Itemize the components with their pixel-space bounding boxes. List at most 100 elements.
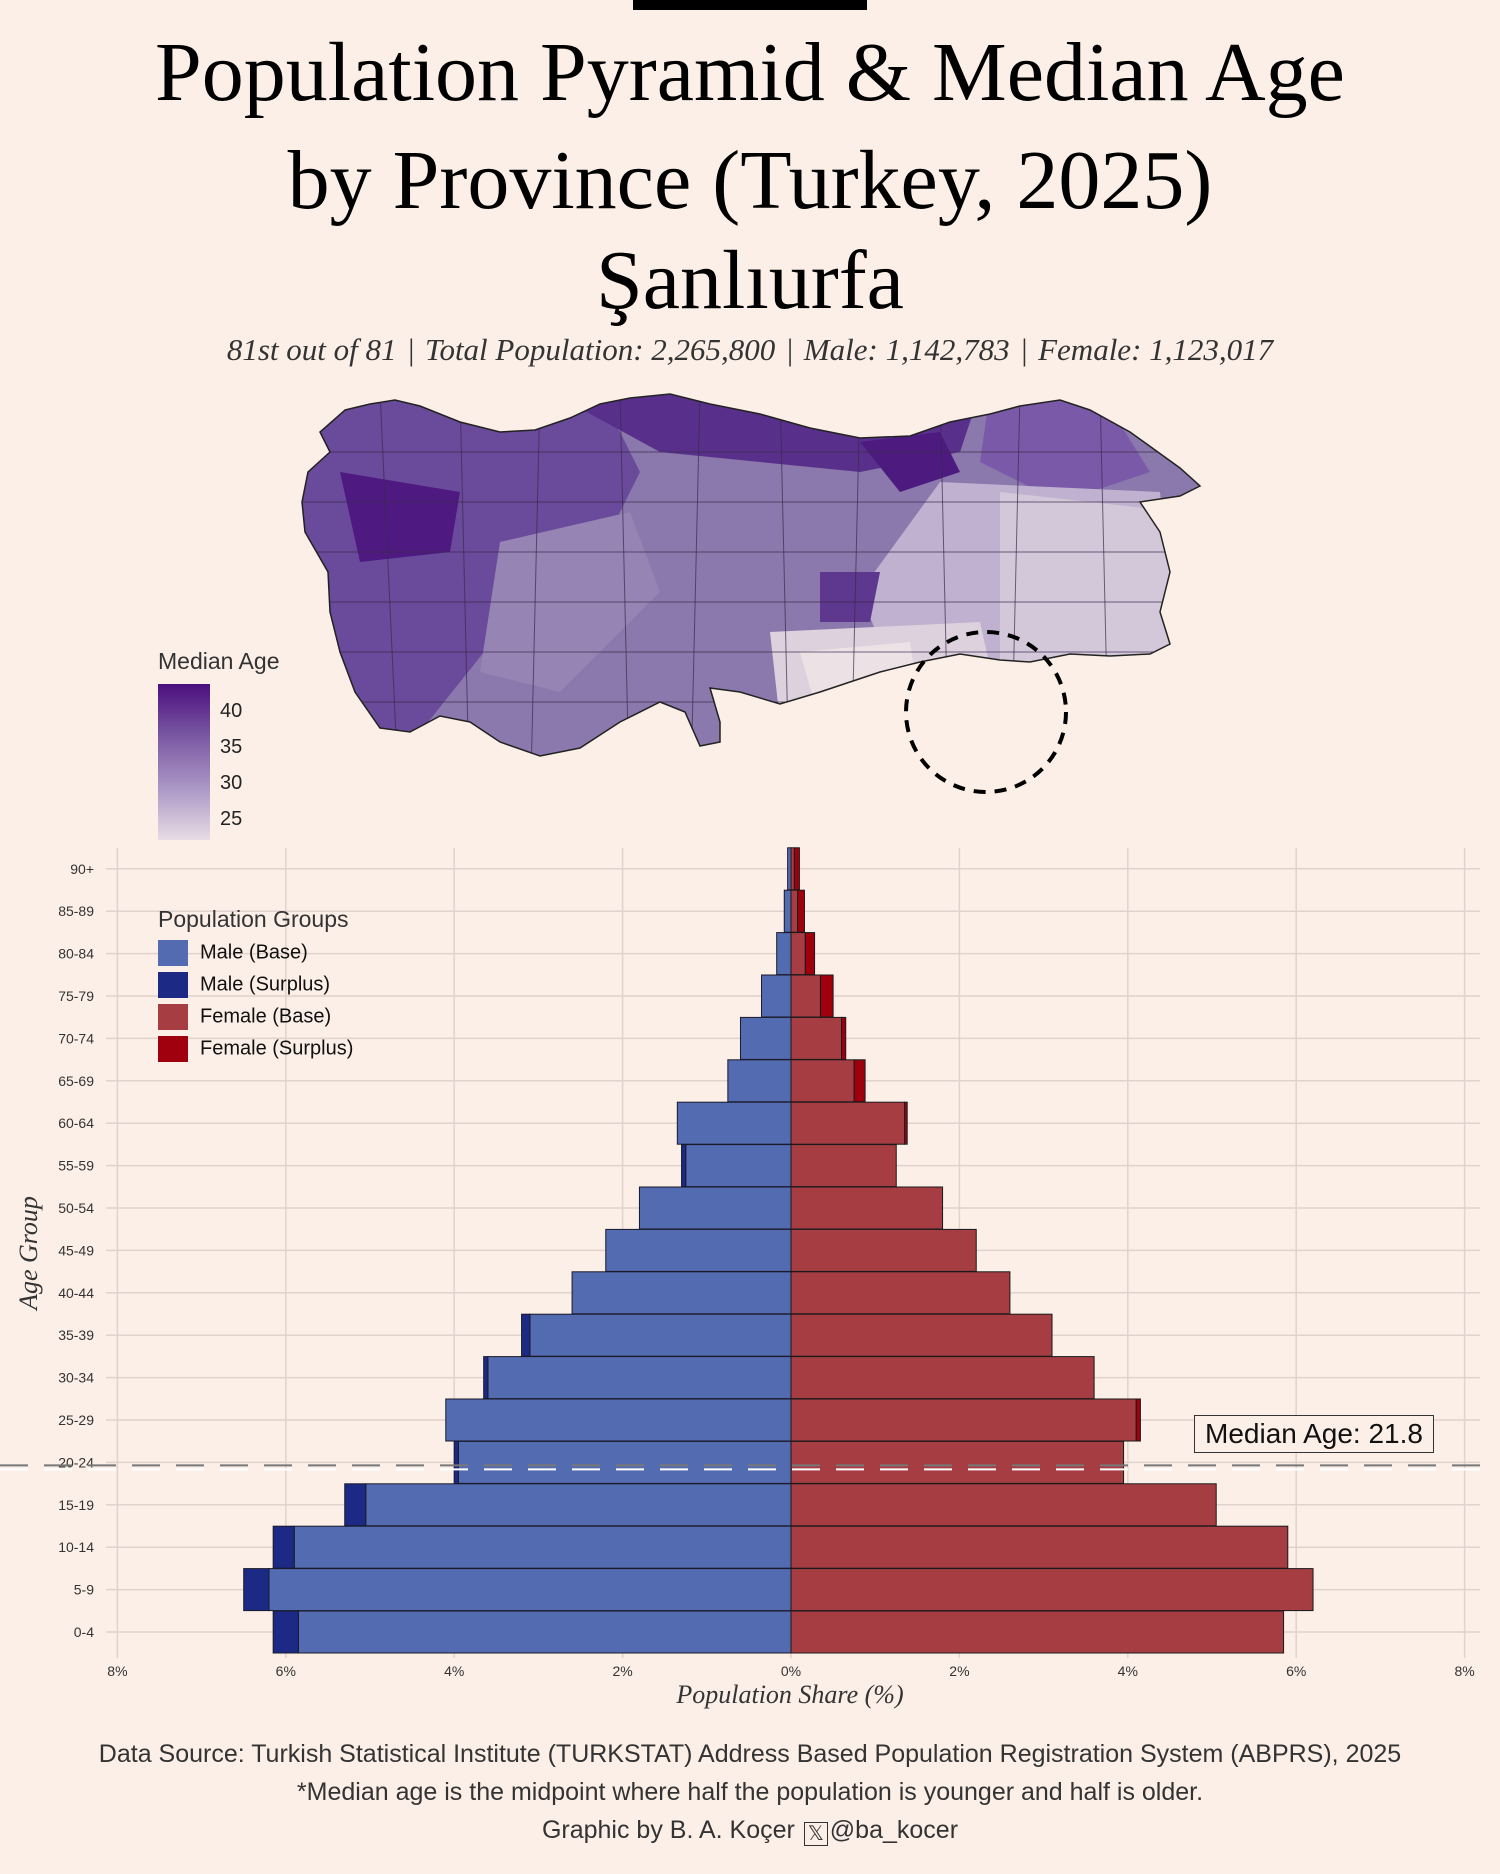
y-tick-label: 35-39 — [58, 1327, 94, 1343]
title-line-2: by Province (Turkey, 2025) — [287, 134, 1213, 227]
legend-item-female-base: Female (Base) — [158, 1004, 331, 1030]
female-base-bar — [790, 1398, 1137, 1442]
female-base-bar — [790, 889, 799, 933]
median-age-legend: Median Age 40 35 30 25 — [158, 648, 318, 848]
male-surplus-bar — [681, 1144, 687, 1188]
male-base-bar — [638, 1186, 792, 1230]
male-base-bar — [457, 1440, 792, 1484]
map-region-far-east — [1000, 492, 1180, 692]
map-region-dark-province — [860, 432, 960, 492]
female-base-bar — [790, 1313, 1053, 1357]
y-tick-label: 50-54 — [58, 1200, 94, 1216]
female-surplus-bar — [1135, 1398, 1141, 1442]
male-base-bar — [739, 1016, 792, 1060]
male-base-bar — [783, 889, 792, 933]
male-base-bar — [571, 1271, 792, 1315]
map-region-marmara — [340, 472, 460, 562]
female-base-bar — [790, 1059, 855, 1103]
x-tick-label: 2% — [949, 1663, 969, 1679]
x-tick-label: 4% — [444, 1663, 464, 1679]
legend-item-male-base: Male (Base) — [158, 940, 308, 966]
highlight-circle — [904, 630, 1068, 794]
median-age-legend-title: Median Age — [158, 648, 280, 674]
legend-item-female-surplus: Female (Surplus) — [158, 1036, 353, 1062]
y-tick-label: 5-9 — [74, 1582, 94, 1598]
female-surplus-bar — [797, 889, 805, 933]
male-surplus-bar — [243, 1568, 270, 1612]
female-base-bar — [790, 1610, 1285, 1654]
data-source-note: Data Source: Turkish Statistical Institu… — [98, 1740, 1402, 1768]
y-tick-label: 20-24 — [58, 1454, 94, 1470]
y-tick-label: 55-59 — [58, 1158, 94, 1174]
female-base-bar — [790, 1483, 1217, 1527]
female-base-bar — [790, 1568, 1314, 1612]
x-tick-label: 4% — [1118, 1663, 1138, 1679]
y-tick-label: 45-49 — [58, 1242, 94, 1258]
female-base-bar — [790, 1016, 843, 1060]
y-tick-label: 25-29 — [58, 1412, 94, 1428]
median-age-colorbar — [158, 684, 210, 840]
x-tick-label: 2% — [612, 1663, 632, 1679]
y-tick-label: 85-89 — [58, 903, 94, 919]
female-base-bar — [790, 932, 806, 976]
separator: | — [785, 332, 794, 367]
male-base-bar — [445, 1398, 792, 1442]
male-surplus-bar — [483, 1356, 489, 1400]
y-tick-label: 90+ — [70, 861, 94, 877]
population-pyramid-chart: 8% 6% 4% 2% 0% 2% 4% 6% 8% 0-4 5-9 10-14 15-19 20-24 2… — [0, 847, 1480, 1679]
legend-label: Female (Base) — [200, 1005, 332, 1028]
x-tick-label: 8% — [107, 1663, 127, 1679]
male-base-bar — [685, 1144, 792, 1188]
turkey-median-age-map — [301, 393, 1202, 794]
male-population: Male: 1,142,783 — [803, 332, 1010, 367]
female-base-bar — [790, 1440, 1125, 1484]
province-borders — [302, 394, 1200, 756]
median-definition-note: *Median age is the midpoint where half t… — [296, 1778, 1204, 1806]
female-surplus-bar — [804, 932, 816, 976]
female-base-bar — [790, 1271, 1011, 1315]
y-tick-label: 80-84 — [58, 946, 94, 962]
rank-text: 81st out of 81 — [226, 332, 397, 367]
province-name: Şanlıurfa — [596, 234, 904, 327]
female-surplus-bar — [853, 1059, 866, 1103]
map-region-central-east — [820, 572, 880, 622]
x-tick-label: 6% — [276, 1663, 296, 1679]
separator: | — [406, 332, 416, 367]
colorbar-tick: 30 — [220, 772, 243, 794]
median-age-label: Median Age: 21.8 — [1194, 1415, 1434, 1453]
x-tick-label: 6% — [1286, 1663, 1306, 1679]
female-surplus-bar — [819, 974, 834, 1018]
female-surplus-bar — [904, 1101, 908, 1145]
subtitle: 81st out of 81 | Total Population: 2,265,8… — [0, 332, 1500, 368]
male-base-bar — [268, 1568, 792, 1612]
male-base-bar — [787, 847, 792, 891]
turkey-outline — [301, 393, 1202, 757]
y-tick-label: 40-44 — [58, 1285, 94, 1301]
y-tick-label: 70-74 — [58, 1030, 94, 1046]
female-base-bar — [790, 1356, 1095, 1400]
male-surplus-bar — [453, 1440, 459, 1484]
colorbar-tick: 25 — [220, 808, 243, 830]
legend-item-male-surplus: Male (Surplus) — [158, 972, 330, 998]
map-region-sanliurfa — [800, 642, 920, 722]
y-axis-label: Age Group — [13, 1196, 43, 1310]
y-tick-label: 65-69 — [58, 1073, 94, 1089]
female-population: Female: 1,123,017 — [1038, 332, 1274, 367]
x-tick-label: 8% — [1454, 1663, 1474, 1679]
x-axis-label: Population Share (%) — [676, 1680, 904, 1709]
female-base-bar — [790, 1228, 977, 1272]
female-surplus-bar — [841, 1016, 847, 1060]
legend-label: Female (Surplus) — [200, 1037, 354, 1060]
map-region-southeast — [770, 622, 1000, 722]
colorbar-tick: 35 — [220, 736, 243, 758]
y-tick-label: 60-64 — [58, 1115, 94, 1131]
legend-swatch — [158, 972, 188, 998]
groups-legend-title: Population Groups — [158, 906, 349, 932]
male-surplus-bar — [344, 1483, 367, 1527]
colorbar-tick: 40 — [220, 700, 243, 722]
female-base-bar — [790, 1144, 897, 1188]
male-base-bar — [297, 1610, 792, 1654]
legend-label: Male (Base) — [200, 941, 308, 964]
total-population: Total Population: 2,265,800 — [425, 332, 776, 367]
female-base-bar — [790, 1101, 906, 1145]
